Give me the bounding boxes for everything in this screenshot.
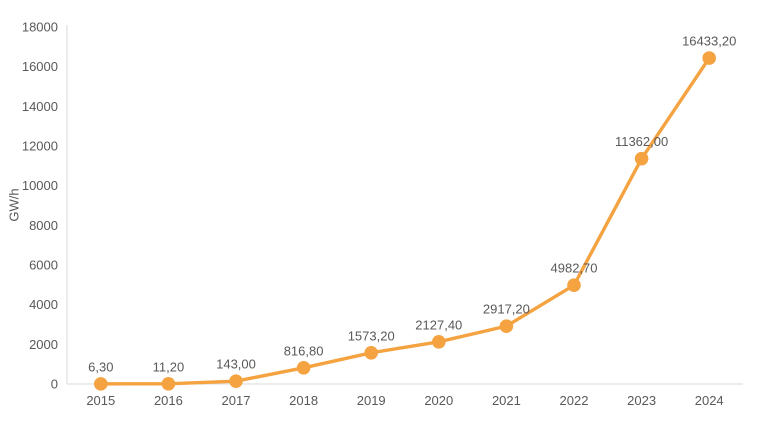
data-point-marker: [432, 335, 446, 349]
data-point-marker: [567, 278, 581, 292]
y-tick-label: 8000: [29, 218, 58, 233]
data-point-label: 143,00: [216, 357, 256, 372]
data-point-label: 1573,20: [348, 328, 395, 343]
data-point-marker: [702, 51, 716, 65]
data-point-label: 11,20: [153, 359, 185, 374]
y-tick-label: 18000: [22, 20, 58, 35]
x-tick-label: 2023: [627, 393, 656, 408]
data-point-label: 816,80: [284, 343, 324, 358]
y-tick-label: 10000: [22, 178, 58, 193]
x-tick-label: 2024: [695, 393, 724, 408]
y-tick-label: 6000: [29, 258, 58, 273]
data-point-label: 2127,40: [415, 317, 462, 332]
y-tick-label: 16000: [22, 59, 58, 74]
data-point-marker: [94, 377, 108, 391]
x-tick-label: 2015: [86, 393, 115, 408]
data-line: [99, 56, 711, 386]
data-point-marker: [364, 345, 379, 360]
x-tick-label: 2017: [222, 393, 251, 408]
y-tick-label: 14000: [22, 99, 58, 114]
data-point-marker: [634, 151, 649, 166]
x-tick-label: 2016: [154, 393, 183, 408]
data-point-label: 6,30: [88, 359, 113, 374]
data-point-label: 16433,20: [682, 34, 736, 49]
y-axis-title: GW/h: [6, 188, 22, 222]
x-tick-label: 2019: [357, 393, 386, 408]
data-point-label: 2917,20: [483, 302, 530, 317]
data-point-marker: [229, 374, 243, 388]
x-tick-label: 2022: [560, 393, 589, 408]
data-point-label: 4982,70: [551, 261, 598, 276]
y-tick-label: 2000: [29, 337, 58, 352]
data-point-marker: [296, 361, 311, 375]
y-tick-label: 4000: [29, 297, 58, 312]
data-point-label: 11362,00: [615, 134, 668, 149]
y-tick-label: 12000: [22, 139, 58, 154]
data-point-marker: [161, 376, 176, 391]
data-point-marker: [499, 319, 514, 333]
x-tick-label: 2018: [289, 393, 318, 408]
y-tick-label: 0: [51, 377, 58, 392]
x-tick-label: 2020: [424, 393, 453, 408]
x-tick-label: 2021: [492, 393, 521, 408]
